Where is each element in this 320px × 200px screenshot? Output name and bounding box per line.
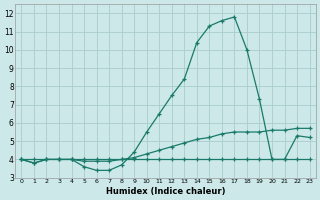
X-axis label: Humidex (Indice chaleur): Humidex (Indice chaleur) (106, 187, 225, 196)
